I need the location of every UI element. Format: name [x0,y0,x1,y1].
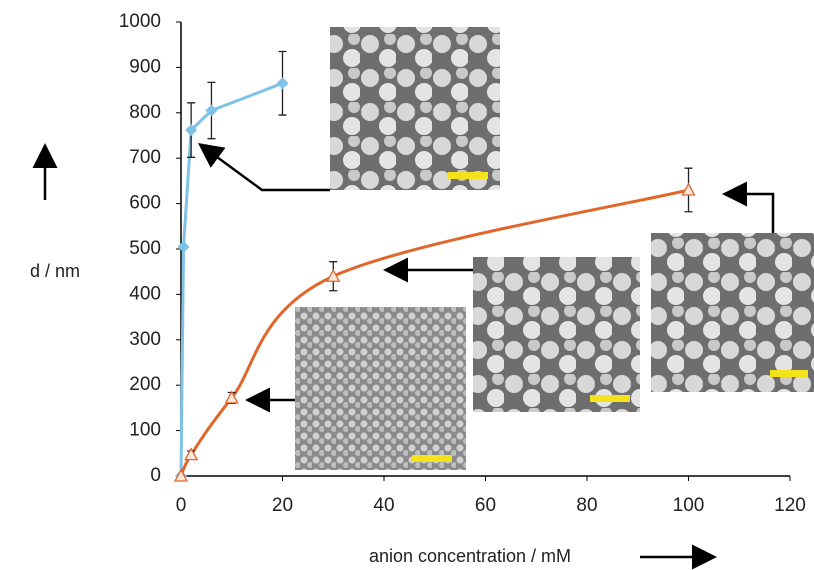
x-tick-label: 40 [373,495,394,516]
y-tick-label: 1000 [119,11,161,32]
inset-images [295,27,814,470]
y-tick-label: 700 [129,147,161,168]
x-axis-label: anion concentration / mM [369,546,571,566]
x-tick-label: 0 [176,495,187,516]
y-tick-label: 600 [129,193,161,214]
point [277,77,289,89]
y-tick-label: 500 [129,238,161,259]
y-axis-label: d / nm [30,261,80,281]
y-tick-label: 0 [150,465,161,486]
y-tick-label: 400 [129,283,161,304]
y-tick-label: 200 [129,374,161,395]
y-tick-label: 300 [129,329,161,350]
y-tick-label: 100 [129,420,161,441]
x-tick-label: 20 [272,495,293,516]
x-tick-label: 120 [774,495,806,516]
x-tick-label: 80 [576,495,597,516]
point [178,241,190,253]
y-tick-label: 800 [129,102,161,123]
chart: d / nm anion concentration / mM 01002003… [0,0,814,570]
x-tick-label: 100 [673,495,705,516]
x-tick-label: 60 [475,495,496,516]
y-tick-label: 900 [129,56,161,77]
series-line [181,83,283,476]
